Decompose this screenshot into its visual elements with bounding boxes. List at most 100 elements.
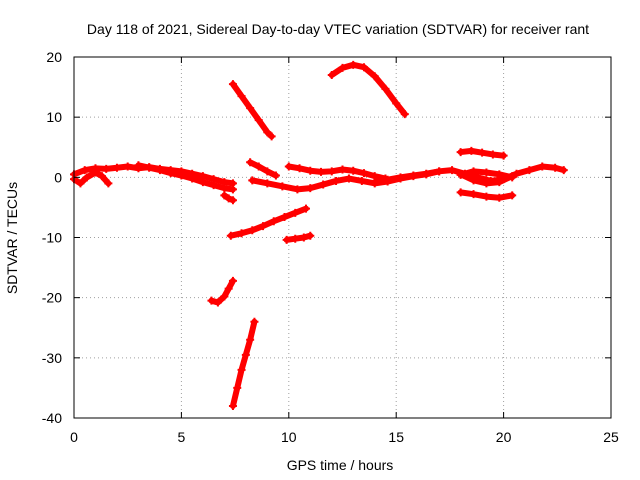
series-track-e <box>228 80 276 141</box>
data-point <box>559 166 568 175</box>
data-point <box>123 162 132 171</box>
series-track-f <box>246 158 280 180</box>
series-track-j <box>327 60 409 119</box>
data-point <box>259 222 268 231</box>
data-point <box>469 190 478 199</box>
series-trace <box>371 163 567 186</box>
series-trace <box>208 277 236 306</box>
series-track-k <box>226 204 310 240</box>
data-point <box>482 192 491 201</box>
series-track-m <box>207 276 237 307</box>
data-point <box>145 163 154 172</box>
data-point <box>409 171 418 180</box>
data-point <box>435 167 444 176</box>
y-axis-ticks: -40 -30 -20 -10 0 10 20 <box>42 49 611 426</box>
data-point <box>226 231 235 240</box>
data-point <box>112 163 121 172</box>
data-point <box>237 229 246 238</box>
x-tick-label: 0 <box>70 429 78 445</box>
data-point <box>263 179 272 188</box>
data-point <box>359 169 368 178</box>
data-point <box>207 296 216 305</box>
data-point <box>263 128 272 137</box>
data-point <box>392 99 401 108</box>
y-tick-label: 0 <box>54 169 62 185</box>
data-point <box>134 161 143 170</box>
data-point <box>209 181 218 190</box>
grid <box>74 57 611 418</box>
data-point <box>482 168 491 177</box>
data-point <box>228 80 237 89</box>
data-point <box>237 92 246 101</box>
data-point <box>327 71 336 80</box>
data-point <box>499 151 508 160</box>
data-point <box>456 188 465 197</box>
data-point <box>538 162 547 171</box>
data-point <box>495 170 504 179</box>
series-track-o <box>456 146 508 160</box>
data-point <box>188 174 197 183</box>
series-track-h <box>284 162 390 183</box>
data-point <box>220 184 229 193</box>
data-point <box>317 167 326 176</box>
y-tick-label: -40 <box>42 410 62 426</box>
series-track-c <box>134 161 237 194</box>
data-point <box>495 178 504 187</box>
data-point <box>508 173 517 182</box>
data-point <box>332 176 341 185</box>
data-point <box>357 176 366 185</box>
data-point <box>396 173 405 182</box>
y-tick-label: -10 <box>42 230 62 246</box>
data-point <box>271 171 280 180</box>
y-tick-label: -20 <box>42 290 62 306</box>
x-tick-label: 25 <box>603 429 619 445</box>
data-point <box>228 196 237 205</box>
data-point <box>344 174 353 183</box>
data-point <box>267 132 276 141</box>
series-track-q <box>456 188 517 202</box>
data-point <box>220 191 229 200</box>
data-point <box>155 166 164 175</box>
data-point <box>551 163 560 172</box>
data-point <box>469 167 478 176</box>
data-point <box>97 172 106 181</box>
data-point <box>233 383 242 392</box>
series-trace <box>328 61 408 118</box>
data-point <box>228 401 237 410</box>
data-point <box>301 204 310 213</box>
data-point <box>400 110 409 119</box>
data-point <box>349 166 358 175</box>
data-point <box>370 72 379 81</box>
data-point <box>456 170 465 179</box>
data-point <box>306 231 315 240</box>
chart-title: Day 118 of 2021, Sidereal Day-to-day VTE… <box>87 21 589 37</box>
data-point <box>327 167 336 176</box>
x-axis-ticks: 0 5 10 15 20 25 <box>70 57 619 445</box>
data-point <box>102 164 111 173</box>
data-point <box>241 350 250 359</box>
data-point <box>80 166 89 175</box>
data-point <box>246 335 255 344</box>
data-point <box>263 167 272 176</box>
series-trace <box>229 81 275 140</box>
data-point <box>291 208 300 217</box>
x-tick-label: 20 <box>496 429 512 445</box>
data-point <box>482 179 491 188</box>
data-point <box>220 292 229 301</box>
series-trace <box>247 159 279 179</box>
data-point <box>248 226 257 235</box>
data-point <box>278 182 287 191</box>
y-tick-label: 10 <box>46 109 62 125</box>
data-point <box>91 168 100 177</box>
data-point <box>224 194 233 203</box>
data-point <box>291 234 300 243</box>
data-point <box>250 317 259 326</box>
data-point <box>198 178 207 187</box>
series-trace <box>229 318 258 409</box>
series-track-r <box>456 167 517 182</box>
data-point <box>422 169 431 178</box>
data-point <box>495 193 504 202</box>
data-point <box>381 84 390 93</box>
data-point <box>228 276 237 285</box>
